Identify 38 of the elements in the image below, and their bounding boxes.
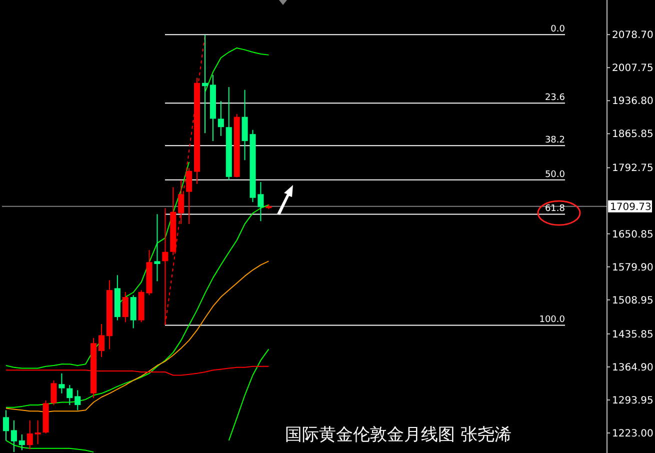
candlestick xyxy=(50,380,57,406)
line-series xyxy=(5,260,270,413)
candlestick xyxy=(98,324,105,358)
candlestick xyxy=(10,420,17,453)
annotation: 61.8 xyxy=(544,204,566,214)
annotation: 50.0 xyxy=(544,170,566,180)
candlestick xyxy=(18,434,25,451)
candlestick xyxy=(74,390,81,411)
y-tick-label: 1936.80 xyxy=(612,96,654,108)
candlestick xyxy=(130,294,136,329)
annotation: 38.2 xyxy=(544,136,565,146)
y-tick-label: 1223.00 xyxy=(612,428,654,440)
y-tick-label: 1293.95 xyxy=(612,395,654,406)
y-tick-label: 1865.85 xyxy=(612,129,654,140)
y-tick-label: 1435.85 xyxy=(612,329,654,340)
candlestick xyxy=(154,214,160,282)
candlestick xyxy=(122,291,128,323)
candlestick xyxy=(178,180,184,224)
y-tick-label: 2078.70 xyxy=(612,30,654,42)
annotation: 100.0 xyxy=(539,315,566,326)
candlestick xyxy=(202,34,208,134)
candlestick xyxy=(34,420,41,445)
ref-line-label: 1709.73 xyxy=(610,202,652,213)
y-tick-label: 1508.95 xyxy=(612,295,654,306)
candlestick xyxy=(218,100,224,136)
y-tick-label: 1792.75 xyxy=(612,163,654,174)
candlestick xyxy=(186,168,192,224)
candlestick xyxy=(2,410,10,441)
y-tick-label: 2007.75 xyxy=(612,63,654,74)
annotation: 0.0 xyxy=(550,24,566,35)
y-tick-label: 1364.90 xyxy=(612,362,654,374)
candlestick xyxy=(58,372,65,394)
candlestick xyxy=(66,384,73,406)
y-tick-label: 1579.90 xyxy=(612,262,654,274)
y-tick-label: 1650.85 xyxy=(612,229,654,240)
annotation: 23.6 xyxy=(544,93,566,104)
text: 国际黄金伦敦金月线图 张尧浠 xyxy=(285,425,512,445)
candlestick xyxy=(26,420,33,450)
